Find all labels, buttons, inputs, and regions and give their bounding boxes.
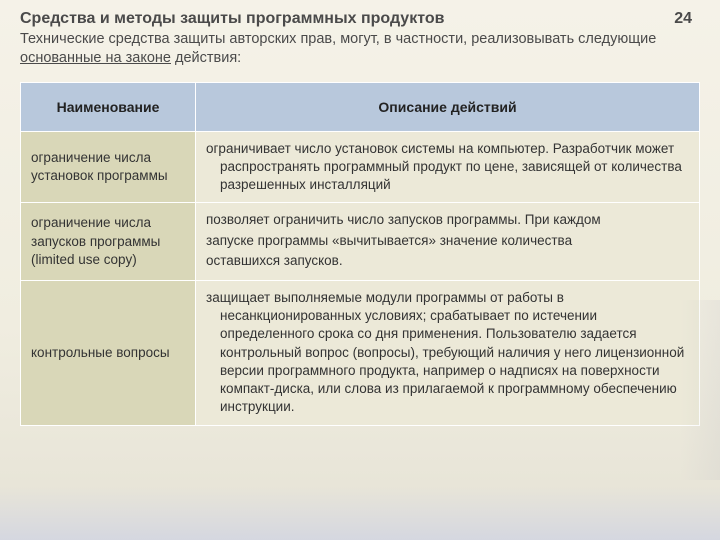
desc-cell: позволяет ограничить число запусков прог… xyxy=(196,203,700,281)
column-header-name: Наименование xyxy=(21,82,196,131)
table-body: ограничение числа установок программы ог… xyxy=(21,131,700,425)
desc-cell: защищает выполняемые модули программы от… xyxy=(196,281,700,426)
page-subtitle: Технические средства защиты авторских пр… xyxy=(20,30,700,68)
subtitle-text-after: действия: xyxy=(171,50,241,66)
desc-cell: ограничивает число установок системы на … xyxy=(196,131,700,203)
page-title: Средства и методы защиты программных про… xyxy=(20,10,444,28)
subtitle-underline: основанные на законе xyxy=(20,50,171,66)
name-cell: ограничение числа установок программы xyxy=(21,131,196,203)
desc-text: защищает выполняемые модули программы от… xyxy=(206,289,689,417)
desc-text: запуске программы «вычитывается» значени… xyxy=(206,232,689,250)
desc-text: ограничивает число установок системы на … xyxy=(206,140,689,195)
table-row: ограничение числа установок программы ог… xyxy=(21,131,700,203)
name-cell: контрольные вопросы xyxy=(21,281,196,426)
header-row: Средства и методы защиты программных про… xyxy=(20,10,700,28)
table-header-row: Наименование Описание действий xyxy=(21,82,700,131)
table-row: ограничение числа запусков программы (li… xyxy=(21,203,700,281)
desc-text: оставшихся запусков. xyxy=(206,252,689,270)
column-header-desc: Описание действий xyxy=(196,82,700,131)
actions-table: Наименование Описание действий ограничен… xyxy=(20,82,700,426)
desc-text: позволяет ограничить число запусков прог… xyxy=(206,211,689,229)
subtitle-text-before: Технические средства защиты авторских пр… xyxy=(20,31,656,47)
table-row: контрольные вопросы защищает выполняемые… xyxy=(21,281,700,426)
slide: Средства и методы защиты программных про… xyxy=(0,0,720,426)
page-number: 24 xyxy=(674,10,700,28)
name-cell: ограничение числа запусков программы (li… xyxy=(21,203,196,281)
